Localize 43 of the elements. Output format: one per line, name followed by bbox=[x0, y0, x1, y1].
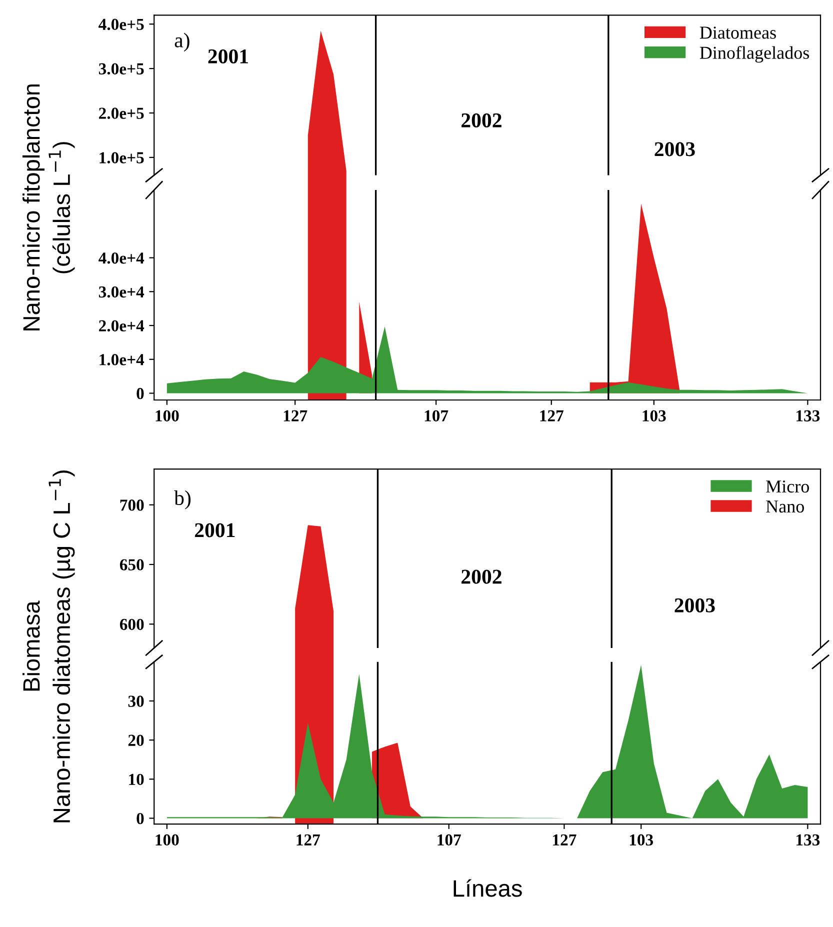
x-axis-title: Líneas bbox=[454, 879, 522, 897]
annotation: 2001 bbox=[194, 523, 235, 538]
x-tick-label: 103 bbox=[642, 410, 666, 422]
x-tick-label: 107 bbox=[424, 410, 448, 422]
y-tick-label: 2.0e+5 bbox=[99, 108, 144, 119]
x-tick-label: 103 bbox=[630, 834, 654, 846]
x-tick-label: 127 bbox=[284, 410, 308, 422]
annotation: 2002 bbox=[462, 113, 502, 128]
x-tick-label: 100 bbox=[156, 410, 179, 422]
annotation: a) bbox=[174, 32, 190, 52]
annotation: b) bbox=[174, 490, 191, 510]
x-tick-label: 127 bbox=[296, 834, 320, 846]
annotation: 2001 bbox=[208, 49, 248, 64]
y-tick-label: 4.0e+4 bbox=[98, 252, 144, 264]
x-tick-label: 127 bbox=[553, 834, 576, 846]
y-tick-label: 3.0e+5 bbox=[98, 63, 144, 75]
x-tick-label: 100 bbox=[156, 834, 179, 846]
y-tick-label: 650 bbox=[120, 559, 144, 570]
annotation: 2003 bbox=[674, 598, 715, 612]
y-tick-label: 0 bbox=[136, 812, 144, 824]
x-tick-label: 133 bbox=[796, 834, 820, 846]
annotation: 2002 bbox=[462, 570, 502, 584]
y-tick-label: 700 bbox=[120, 500, 144, 511]
x-tick-label: 133 bbox=[796, 410, 820, 422]
y-axis-title: Nano-micro fitoplancton (células L$^{−1}$) bbox=[22, 84, 75, 330]
legend-label: Micro bbox=[766, 480, 809, 493]
x-tick-label: 127 bbox=[540, 410, 564, 422]
annotation: 2003 bbox=[654, 142, 695, 156]
y-axis-title: Biomasa Nano-micro diatomeas (µg C L$^{−1}$) bbox=[22, 470, 75, 822]
y-tick-label: 1.0e+5 bbox=[100, 152, 144, 164]
legend-label: Diatomeas bbox=[700, 26, 776, 39]
y-tick-label: 600 bbox=[120, 618, 144, 630]
y-tick-label: 0 bbox=[136, 388, 144, 400]
x-tick-label: 107 bbox=[438, 834, 461, 846]
y-tick-label: 20 bbox=[128, 734, 144, 746]
y-tick-label: 30 bbox=[128, 696, 144, 707]
legend-label: Nano bbox=[766, 500, 804, 513]
legend-label: Dinoflagelados bbox=[700, 46, 810, 63]
y-tick-label: 3.0e+4 bbox=[98, 286, 144, 298]
y-tick-label: 4.0e+5 bbox=[98, 18, 144, 30]
y-tick-label: 1.0e+4 bbox=[100, 354, 144, 366]
y-tick-label: 10 bbox=[129, 774, 144, 786]
y-tick-label: 2.0e+4 bbox=[99, 320, 144, 332]
